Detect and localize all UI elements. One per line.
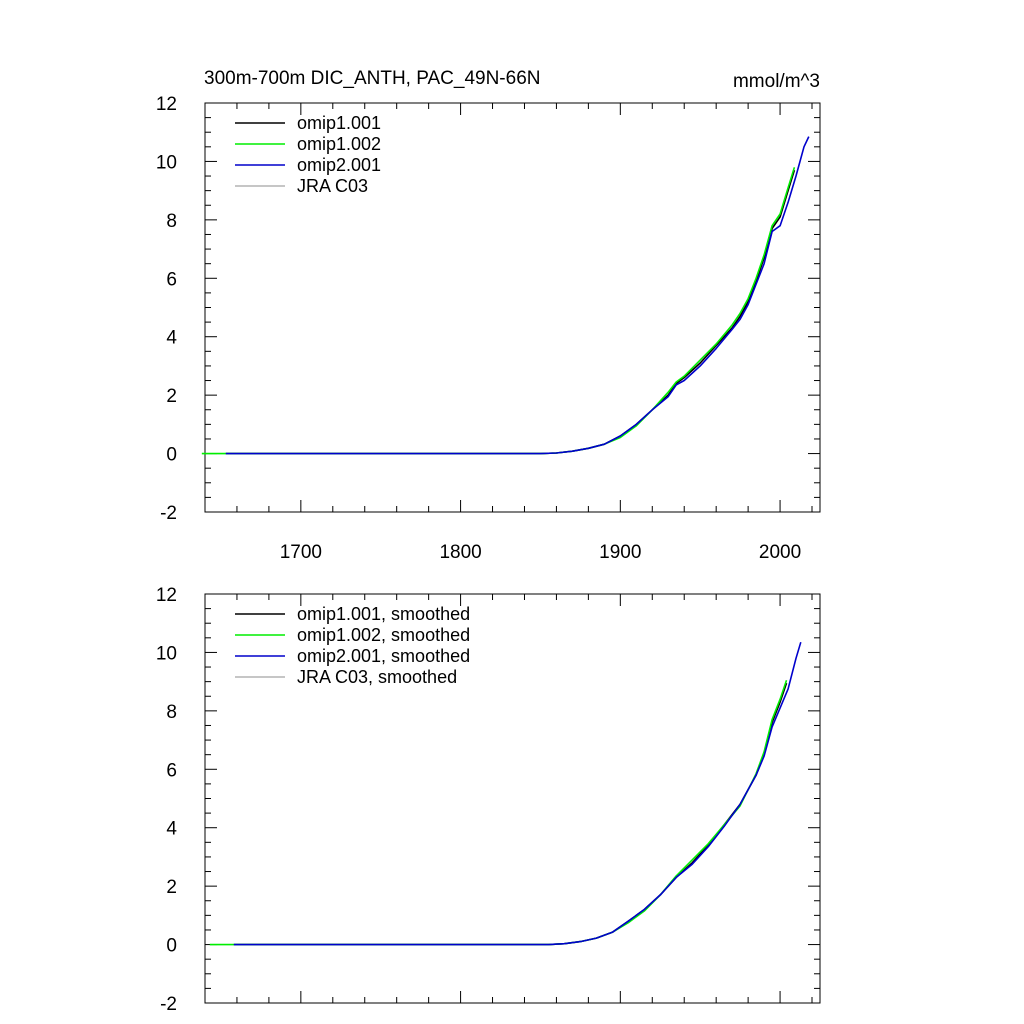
legend-label: omip2.001 xyxy=(297,155,381,175)
x-tick-label: 1800 xyxy=(439,542,481,563)
series-line-0 xyxy=(225,169,796,455)
y-tick-label: 8 xyxy=(166,211,177,232)
y-tick-label: -2 xyxy=(160,503,177,524)
series-line-1 xyxy=(201,167,796,455)
legend-label: JRA C03 xyxy=(297,176,368,196)
units-label: mmol/m^3 xyxy=(733,71,820,92)
legend-label: omip1.001, smoothed xyxy=(297,604,470,624)
y-tick-label: 4 xyxy=(166,819,177,840)
y-tick-label: 0 xyxy=(166,445,177,466)
y-tick-label: 0 xyxy=(166,936,177,957)
chart-title: 300m-700m DIC_ANTH, PAC_49N-66N xyxy=(204,68,541,89)
y-tick-label: 10 xyxy=(156,152,177,173)
y-tick-label: 10 xyxy=(156,643,177,664)
series-line-2 xyxy=(225,136,810,455)
legend-label: omip1.002, smoothed xyxy=(297,625,470,645)
legend-label: omip1.001 xyxy=(297,113,381,133)
y-tick-label: 6 xyxy=(166,269,177,290)
y-tick-label: 12 xyxy=(156,94,177,115)
y-tick-label: 2 xyxy=(166,877,177,898)
y-tick-label: 2 xyxy=(166,386,177,407)
y-tick-label: 6 xyxy=(166,760,177,781)
legend-label: JRA C03, smoothed xyxy=(297,667,457,687)
x-tick-label: 1700 xyxy=(280,542,322,563)
series-line-0 xyxy=(233,682,788,946)
legend-label: omip2.001, smoothed xyxy=(297,646,470,666)
y-tick-label: 8 xyxy=(166,702,177,723)
y-tick-label: 4 xyxy=(166,328,177,349)
legend-label: omip1.002 xyxy=(297,134,381,154)
series-line-1 xyxy=(209,679,788,946)
y-tick-label: 12 xyxy=(156,585,177,606)
x-tick-label: 2000 xyxy=(759,542,801,563)
y-tick-label: -2 xyxy=(160,994,177,1015)
x-tick-label: 1900 xyxy=(599,542,641,563)
series-line-2 xyxy=(233,641,802,946)
lower-panel: -2 0 2 4 6 8 10 12 omip1.001, smoothedomip1.002,… xyxy=(156,585,821,1015)
